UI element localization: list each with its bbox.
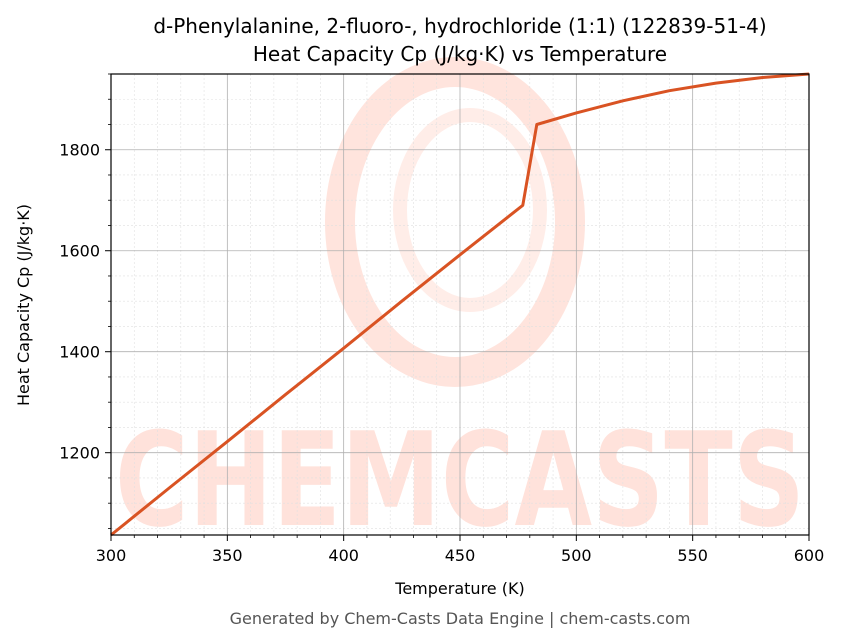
chart-title: d-Phenylalanine, 2-fluoro-, hydrochlorid… (153, 14, 766, 38)
chart-subtitle: Heat Capacity Cp (J/kg·K) vs Temperature (253, 42, 667, 66)
x-tick-label: 300 (96, 546, 127, 565)
x-tick-label: 350 (212, 546, 243, 565)
x-tick-labels: 300 350 400 450 500 550 600 (96, 546, 825, 565)
grid-major (110, 74, 810, 535)
x-tick-label: 400 (328, 546, 359, 565)
y-tick-label: 1400 (59, 343, 100, 362)
y-tick-label: 1200 (59, 444, 100, 463)
series-line (110, 72, 810, 537)
x-tick-label: 500 (561, 546, 592, 565)
y-axis-label: Heat Capacity Cp (J/kg·K) (14, 204, 33, 406)
x-tick-label: 550 (677, 546, 708, 565)
y-tick-label: 1600 (59, 242, 100, 261)
y-tick-labels: 1200 1400 1600 1800 (59, 141, 100, 463)
footer-credit: Generated by Chem-Casts Data Engine | ch… (230, 609, 691, 628)
y-tick-label: 1800 (59, 141, 100, 160)
watermark-logo (325, 57, 585, 387)
x-axis-label: Temperature (K) (394, 579, 524, 598)
x-tick-label: 450 (445, 546, 476, 565)
x-tick-label: 600 (794, 546, 825, 565)
axis-ticks (105, 73, 810, 541)
